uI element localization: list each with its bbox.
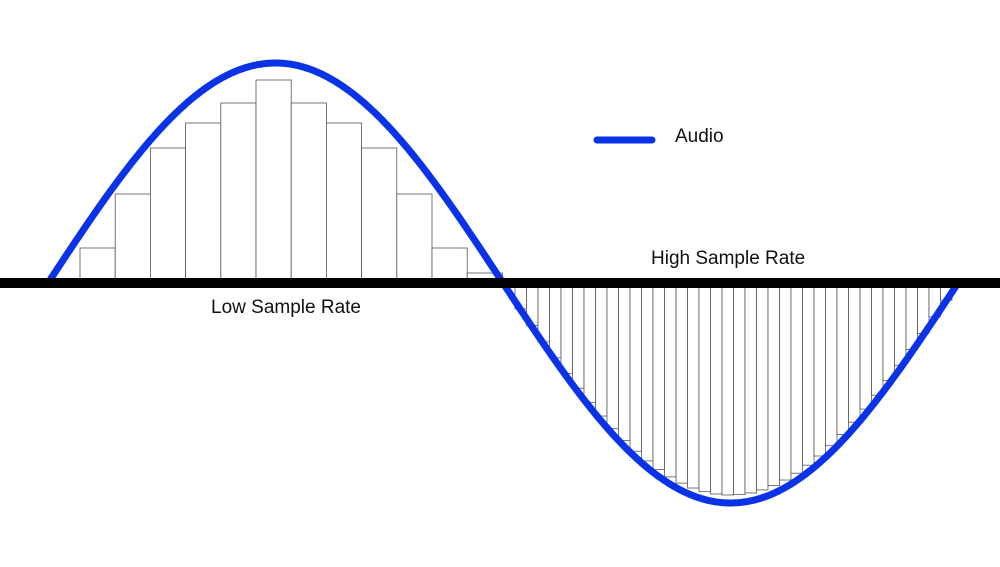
sample-bar (721, 282, 734, 496)
sample-bar (675, 282, 688, 484)
sample-bar (698, 282, 711, 493)
sample-bar (687, 282, 700, 489)
sample-bar (882, 282, 895, 381)
sample-bar (572, 282, 585, 389)
sample-bar (652, 282, 665, 470)
sample-bar (905, 282, 918, 350)
sample-bar (255, 79, 292, 284)
sample-bar (549, 282, 562, 359)
sample-bar (641, 282, 654, 462)
high-rate-label: High Sample Rate (651, 248, 805, 269)
sample-bar (606, 282, 619, 430)
sample-bar (618, 282, 631, 441)
sample-bar (431, 247, 468, 284)
sample-bar (836, 282, 849, 435)
sample-bar (744, 282, 757, 494)
sample-bar (813, 282, 826, 457)
sample-bar (825, 282, 838, 447)
sample-bar (79, 247, 116, 284)
sample-bar (767, 282, 780, 487)
sample-bar (664, 282, 677, 478)
sample-bar (583, 282, 596, 403)
sample-bar (871, 282, 884, 396)
legend-label: Audio (675, 126, 724, 147)
low-rate-label: Low Sample Rate (211, 297, 361, 318)
sample-bar (629, 282, 642, 452)
sample-bar (756, 282, 769, 491)
sample-bars (79, 79, 953, 496)
sample-bar (802, 282, 815, 466)
sample-bar (848, 282, 861, 423)
sample-bar (779, 282, 792, 481)
sample-bar (710, 282, 723, 495)
sample-bar (361, 147, 398, 284)
sample-bar (894, 282, 907, 366)
sample-bar (790, 282, 803, 474)
sample-bar (149, 147, 186, 284)
sample-bar (185, 122, 222, 284)
sample-bar (595, 282, 608, 417)
sample-bar (859, 282, 872, 410)
sample-bar (220, 102, 257, 284)
sample-bar (325, 122, 362, 284)
sample-bar (560, 282, 573, 374)
sample-bar (114, 193, 151, 284)
axis (0, 278, 1000, 288)
sample-bar (396, 193, 433, 284)
sample-bar (733, 282, 746, 496)
sample-bar (290, 102, 327, 284)
